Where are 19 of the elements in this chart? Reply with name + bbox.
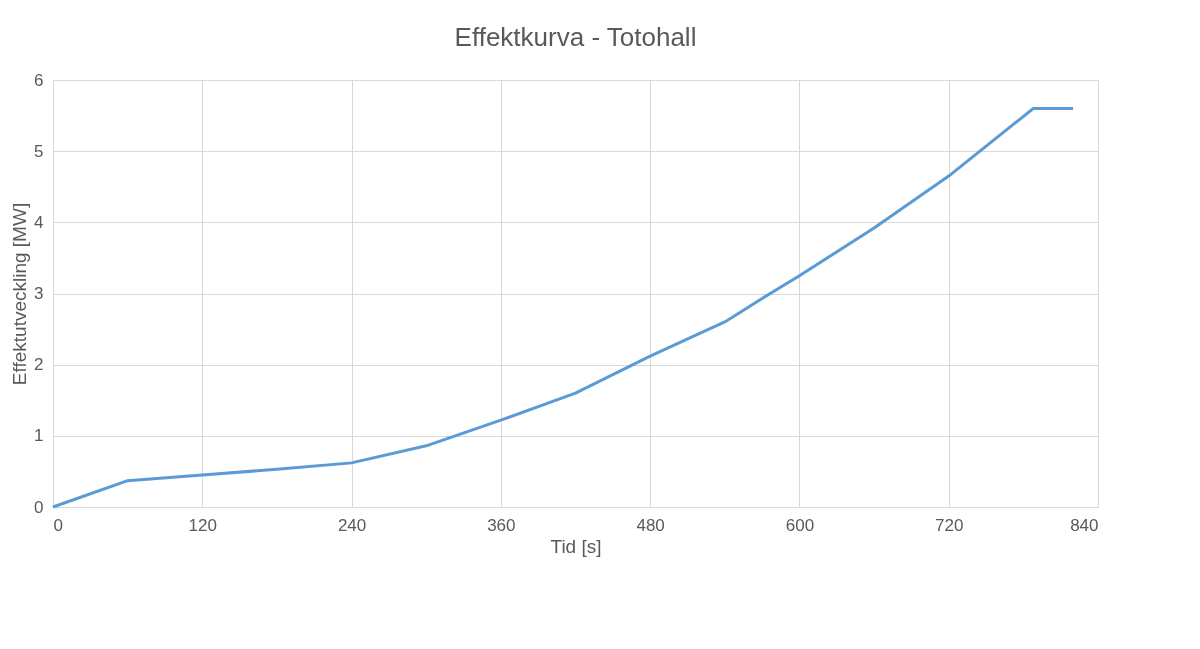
x-tick-label: 840	[1070, 515, 1099, 535]
x-tick-label: 240	[337, 515, 367, 535]
line-series	[51, 106, 1075, 509]
x-tick-label: 0	[53, 515, 63, 535]
y-tick-label: 5	[34, 141, 44, 161]
chart-title: Effektkurva - Totohall	[454, 22, 697, 52]
y-tick-label: 0	[34, 497, 44, 517]
x-tick-label: 120	[188, 515, 217, 535]
x-axis-title: Tid [s]	[550, 535, 602, 557]
y-tick-label: 2	[34, 355, 44, 375]
x-tick-label: 360	[487, 515, 516, 535]
y-tick-label: 3	[34, 284, 44, 303]
x-tick-label: 720	[935, 515, 964, 535]
x-tick-label: 600	[785, 515, 815, 535]
y-axis-title: Effektutveckling [MW]	[9, 202, 31, 386]
y-tick-label: 6	[34, 70, 44, 90]
y-tick-label: 1	[34, 426, 44, 446]
x-tick-label: 480	[636, 515, 665, 535]
y-tick-label: 4	[34, 212, 44, 232]
